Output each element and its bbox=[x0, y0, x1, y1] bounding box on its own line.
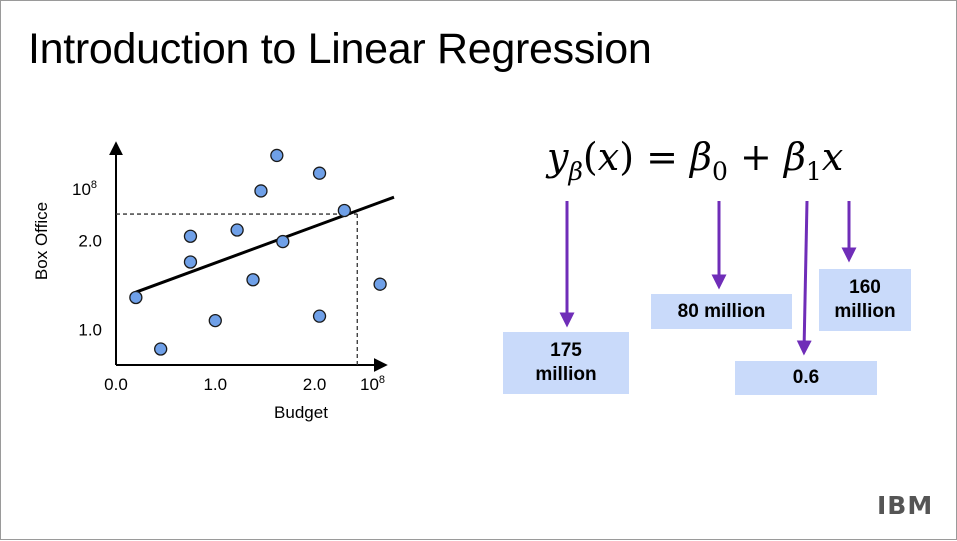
formula-x-argument: x bbox=[597, 135, 620, 179]
x-axis-label: Budget bbox=[274, 403, 328, 422]
data-point bbox=[254, 184, 268, 198]
data-point bbox=[276, 234, 290, 249]
data-point bbox=[183, 255, 198, 269]
callout-slope: 0.6 bbox=[735, 361, 877, 395]
slide-title: Introduction to Linear Regression bbox=[28, 25, 652, 73]
formula-equals: = bbox=[646, 135, 678, 179]
x-tick-label: 1.0 bbox=[203, 375, 227, 394]
formula-y: y bbox=[547, 135, 569, 179]
data-point bbox=[312, 309, 327, 323]
x-tick-label: 2.0 bbox=[303, 375, 327, 394]
formula-beta1: β bbox=[783, 135, 806, 179]
x-exponent-label: 108 bbox=[360, 374, 385, 394]
formula-x: x bbox=[821, 135, 844, 179]
callout-x-value: 160 million bbox=[819, 269, 911, 331]
regression-line bbox=[135, 195, 395, 294]
regression-formula: yβ(x) = β0 + β1x bbox=[547, 135, 843, 191]
callout-intercept: 80 million bbox=[651, 294, 792, 329]
formula-close-paren: ) bbox=[619, 135, 635, 179]
formula-beta1-subscript: 1 bbox=[805, 157, 822, 186]
x-tick-label: 0.0 bbox=[104, 375, 128, 394]
y-tick-label: 1.0 bbox=[78, 320, 102, 339]
data-point bbox=[373, 277, 387, 291]
y-tick-label: 2.0 bbox=[78, 232, 102, 251]
ibm-logo: IBM bbox=[877, 491, 934, 520]
data-point bbox=[154, 342, 168, 356]
data-point bbox=[246, 273, 260, 287]
data-point bbox=[337, 203, 352, 218]
y-axis-label: Box Office bbox=[32, 202, 51, 280]
callout-y-value: 175 million bbox=[503, 332, 629, 394]
formula-plus: + bbox=[740, 135, 772, 179]
data-point bbox=[129, 290, 143, 305]
y-exponent-label: 108 bbox=[72, 179, 97, 199]
formula-beta0-subscript: 0 bbox=[712, 157, 728, 186]
data-point bbox=[208, 313, 222, 328]
data-point bbox=[183, 229, 198, 243]
formula-open-paren: ( bbox=[582, 135, 598, 179]
data-point bbox=[270, 148, 284, 163]
data-point bbox=[230, 223, 244, 237]
data-point bbox=[312, 166, 327, 180]
formula-beta0: β bbox=[690, 135, 713, 179]
formula-y-subscript: β bbox=[568, 157, 583, 186]
